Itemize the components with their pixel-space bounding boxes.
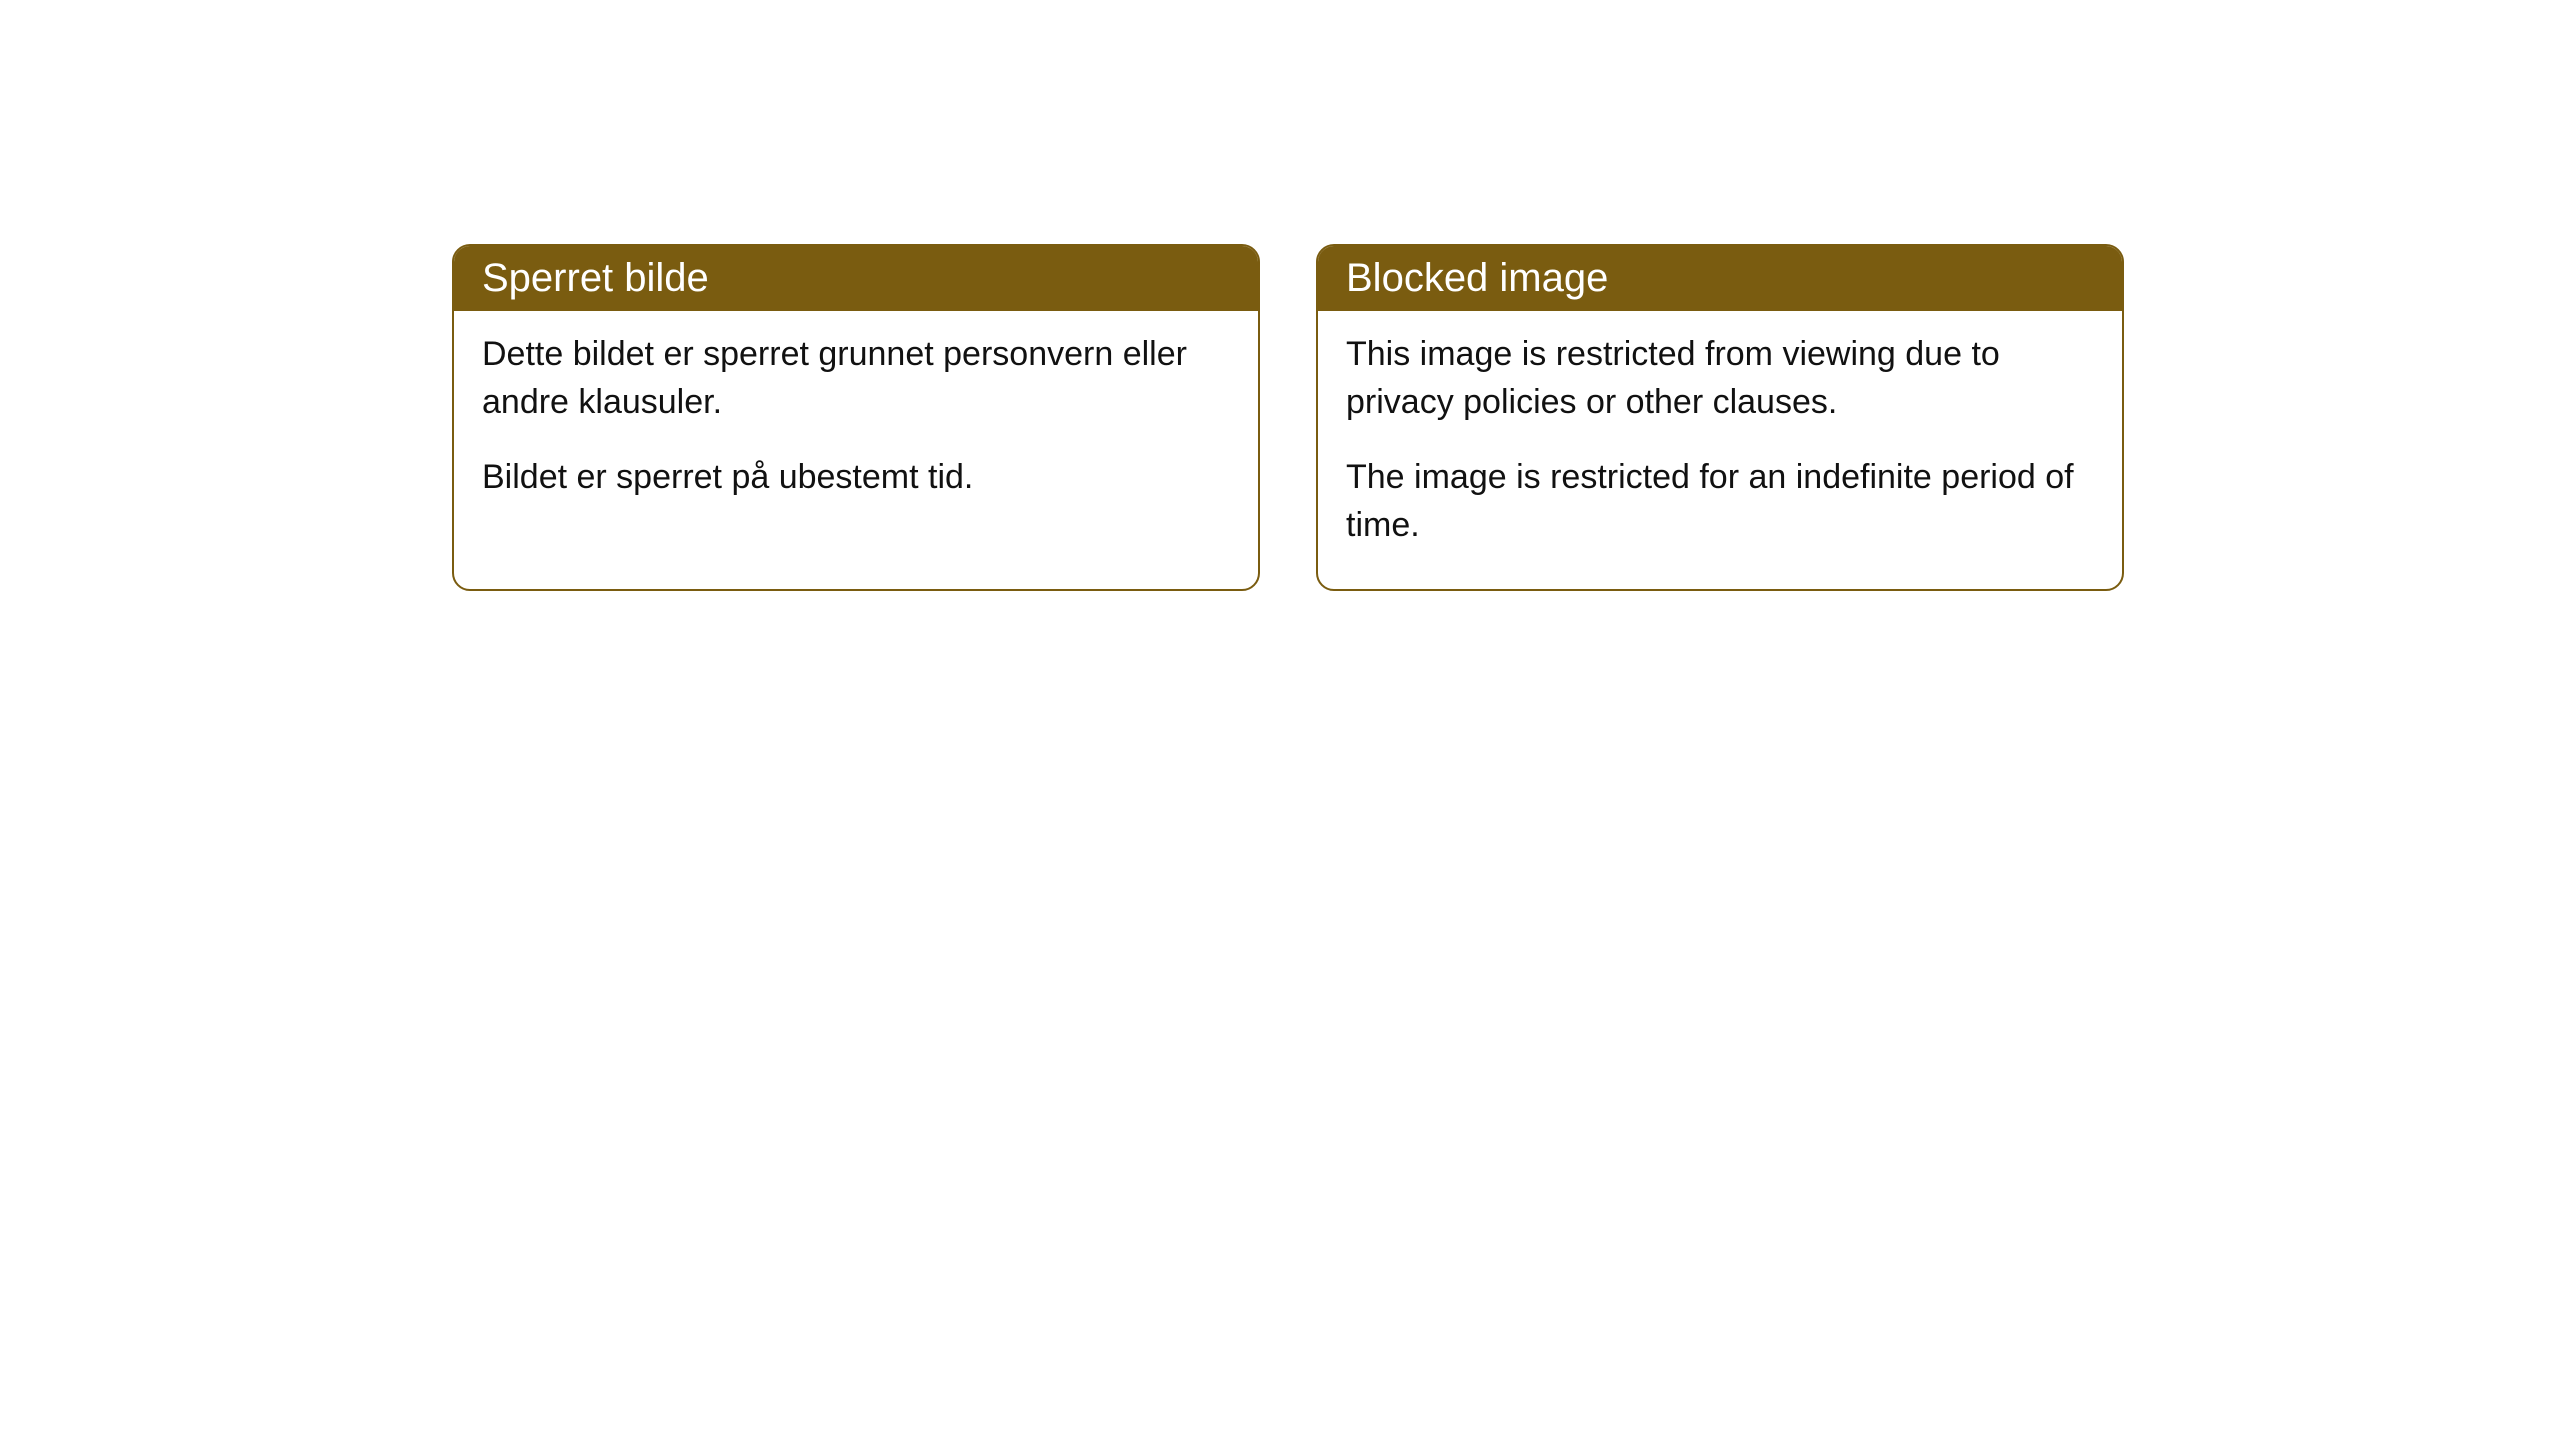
card-title: Blocked image	[1318, 246, 2122, 311]
card-paragraph: Dette bildet er sperret grunnet personve…	[482, 331, 1230, 426]
card-title: Sperret bilde	[454, 246, 1258, 311]
card-paragraph: This image is restricted from viewing du…	[1346, 331, 2094, 426]
card-body: Dette bildet er sperret grunnet personve…	[454, 311, 1258, 542]
blocked-image-card-no: Sperret bilde Dette bildet er sperret gr…	[452, 244, 1260, 591]
card-paragraph: Bildet er sperret på ubestemt tid.	[482, 454, 1230, 502]
card-paragraph: The image is restricted for an indefinit…	[1346, 454, 2094, 549]
card-body: This image is restricted from viewing du…	[1318, 311, 2122, 589]
notice-cards-container: Sperret bilde Dette bildet er sperret gr…	[452, 244, 2124, 591]
blocked-image-card-en: Blocked image This image is restricted f…	[1316, 244, 2124, 591]
